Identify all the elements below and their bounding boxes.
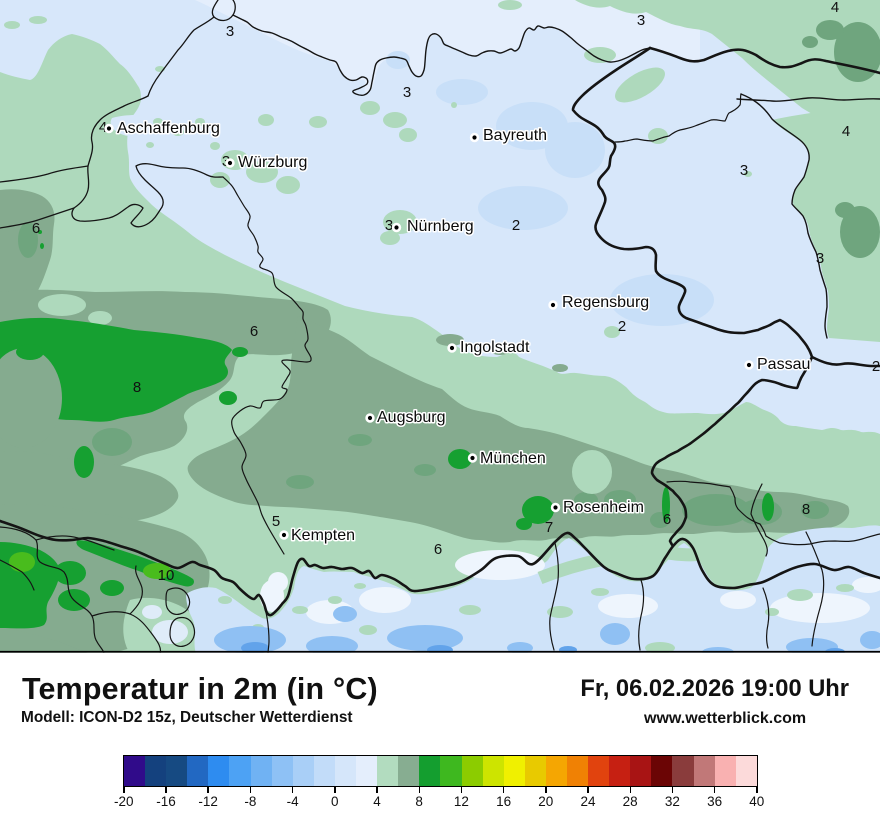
svg-text:10: 10 [158, 567, 175, 584]
svg-text:3: 3 [385, 217, 393, 234]
svg-text:4: 4 [842, 123, 850, 140]
svg-text:München: München [480, 450, 546, 467]
svg-text:3: 3 [740, 162, 748, 179]
svg-text:2: 2 [512, 217, 520, 234]
svg-text:6: 6 [250, 323, 258, 340]
svg-text:7: 7 [545, 519, 553, 536]
svg-text:8: 8 [802, 501, 810, 518]
svg-text:3: 3 [403, 84, 411, 101]
svg-text:2: 2 [872, 358, 880, 375]
svg-text:Nürnberg: Nürnberg [407, 218, 474, 235]
svg-text:Bayreuth: Bayreuth [483, 127, 547, 144]
svg-text:Aschaffenburg: Aschaffenburg [117, 120, 220, 137]
svg-text:6: 6 [32, 220, 40, 237]
svg-text:Rosenheim: Rosenheim [563, 499, 644, 516]
svg-text:2: 2 [618, 318, 626, 335]
svg-text:Regensburg: Regensburg [562, 294, 649, 311]
svg-text:Kempten: Kempten [291, 527, 355, 544]
svg-text:4: 4 [99, 119, 107, 136]
svg-text:Passau: Passau [757, 356, 810, 373]
svg-text:3: 3 [816, 250, 824, 267]
svg-text:5: 5 [272, 513, 280, 530]
svg-text:4: 4 [831, 0, 839, 16]
svg-text:Würzburg: Würzburg [238, 154, 307, 171]
svg-text:Ingolstadt: Ingolstadt [460, 339, 530, 356]
svg-text:6: 6 [434, 541, 442, 558]
svg-text:8: 8 [133, 379, 141, 396]
svg-text:6: 6 [663, 511, 671, 528]
svg-text:3: 3 [637, 12, 645, 29]
svg-text:3: 3 [226, 23, 234, 40]
svg-text:Augsburg: Augsburg [377, 409, 446, 426]
